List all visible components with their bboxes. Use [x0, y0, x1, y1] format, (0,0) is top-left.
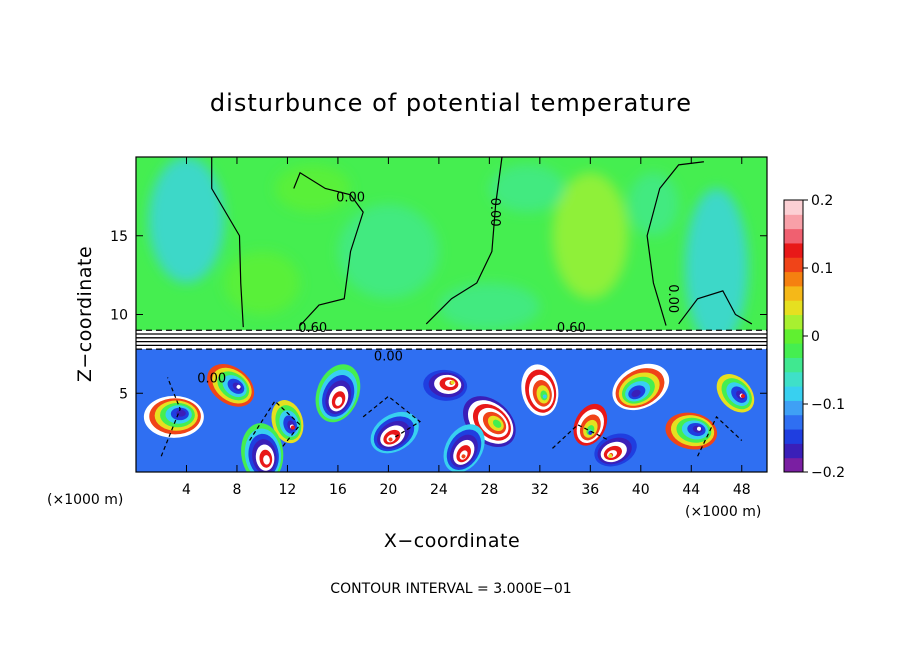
x-unit-left: (×1000 m)	[47, 492, 123, 508]
contour-line-negative	[552, 424, 610, 449]
contour-label: 0.00	[374, 350, 403, 365]
y-tick-label: 10	[110, 308, 128, 324]
contour-label: 0.00	[487, 198, 502, 227]
upper-patch	[684, 188, 749, 346]
swirl-band	[631, 389, 641, 398]
contour-label: 0.00	[665, 284, 680, 313]
x-tick-label: 4	[182, 482, 191, 498]
chart-title: disturbunce of potential temperature	[210, 89, 692, 117]
upper-patches	[148, 157, 749, 346]
contour-line	[211, 157, 244, 328]
contour-label: 0.00	[336, 190, 365, 205]
colorbar-tick-label: 0.1	[811, 261, 833, 277]
x-tick-label: 32	[531, 482, 549, 498]
swirl-band	[263, 455, 270, 465]
contour-label: 0.60	[557, 321, 586, 336]
colorbar-swatch	[784, 343, 803, 358]
upper-patch	[628, 172, 679, 236]
upper-patch	[489, 164, 566, 213]
colorbar-swatch	[784, 314, 803, 330]
contour-line	[646, 161, 704, 326]
swirl-band	[176, 409, 186, 417]
contour-label: 0.00	[197, 372, 226, 387]
x-tick-label: 28	[480, 482, 498, 498]
colorbar-swatch	[784, 328, 803, 344]
upper-patch	[552, 172, 629, 299]
swirl-band	[696, 426, 701, 431]
x-tick-label: 12	[279, 482, 297, 498]
inversion-contours	[136, 329, 767, 350]
colorbar-blocks	[784, 200, 803, 473]
contour-labels: 0.00 0.00 0.00 0.60 0.60 0.00 0.00	[197, 190, 680, 386]
contour-line	[293, 171, 364, 326]
upper-patch	[224, 251, 301, 315]
contour-lines	[160, 157, 753, 457]
colorbar-swatch	[784, 200, 803, 215]
colorbar-swatch	[784, 386, 803, 401]
swirl-band	[492, 419, 502, 428]
colorbar-swatch	[784, 228, 803, 244]
colorbar-swatch	[784, 443, 803, 459]
colorbar-swatch	[784, 371, 803, 387]
colorbar-swatch	[784, 400, 803, 416]
colorbar-tick-label: −0.1	[811, 397, 845, 413]
upper-patch	[438, 283, 540, 331]
x-tick-label: 48	[733, 482, 751, 498]
swirl-band	[236, 384, 241, 389]
colorbar-swatch	[784, 357, 803, 373]
swirl-band	[450, 380, 455, 385]
colorbar-swatch	[784, 257, 803, 273]
contour-line-negative	[697, 415, 743, 457]
x-axis: 4 8 12 16 20 24 28 32 36 40 44 48	[182, 157, 751, 498]
y-axis-title: Z−coordinate	[74, 246, 96, 382]
contour-interval: CONTOUR INTERVAL = 3.000E−01	[330, 581, 571, 597]
colorbar-swatch	[784, 242, 803, 258]
plot-area: 0.00 0.00 0.00 0.60 0.60 0.00 0.00	[136, 157, 767, 472]
contour-line-negative	[160, 377, 181, 457]
swirl-band	[335, 396, 343, 406]
swirl-band	[542, 394, 547, 399]
swirl-band	[290, 425, 295, 430]
contour-line	[678, 290, 753, 325]
colorbar-swatch	[784, 214, 803, 230]
swirl-band	[740, 394, 745, 399]
colorbar: 0.2 0.1 0 −0.1 −0.2	[783, 193, 845, 481]
x-tick-label: 20	[379, 482, 397, 498]
contour-line	[425, 157, 503, 325]
swirl-band	[608, 453, 613, 458]
colorbar-tick-label: 0.2	[811, 193, 833, 209]
y-tick-label: 5	[119, 386, 128, 402]
colorbar-swatch	[784, 457, 803, 473]
contour-label: 0.60	[298, 321, 327, 336]
x-tick-label: 36	[581, 482, 599, 498]
contour-line-negative	[362, 395, 421, 438]
x-tick-label: 44	[682, 482, 700, 498]
inversion-layer	[136, 330, 767, 350]
upper-patch	[337, 204, 439, 299]
x-tick-label: 24	[430, 482, 448, 498]
x-tick-label: 16	[329, 482, 347, 498]
y-axis: 5 10 15	[110, 229, 767, 402]
swirl-band	[461, 454, 466, 459]
colorbar-swatch	[784, 285, 803, 301]
contour-line-negative	[249, 400, 301, 449]
colorbar-swatch	[784, 429, 803, 444]
colorbar-ticks: 0.2 0.1 0 −0.1 −0.2	[803, 193, 845, 481]
x-unit-right: (×1000 m)	[685, 504, 761, 520]
x-axis-title: X−coordinate	[384, 530, 520, 552]
y-tick-label: 15	[110, 229, 128, 245]
colorbar-swatch	[784, 271, 803, 287]
upper-patch	[148, 157, 225, 283]
x-tick-label: 40	[632, 482, 650, 498]
colorbar-swatch	[784, 414, 803, 430]
colorbar-tick-label: −0.2	[811, 465, 845, 481]
colorbar-tick-label: 0	[811, 329, 820, 345]
colorbar-swatch	[784, 300, 803, 316]
x-tick-label: 8	[232, 482, 241, 498]
upper-patch	[274, 164, 351, 213]
swirl-band	[388, 437, 393, 442]
